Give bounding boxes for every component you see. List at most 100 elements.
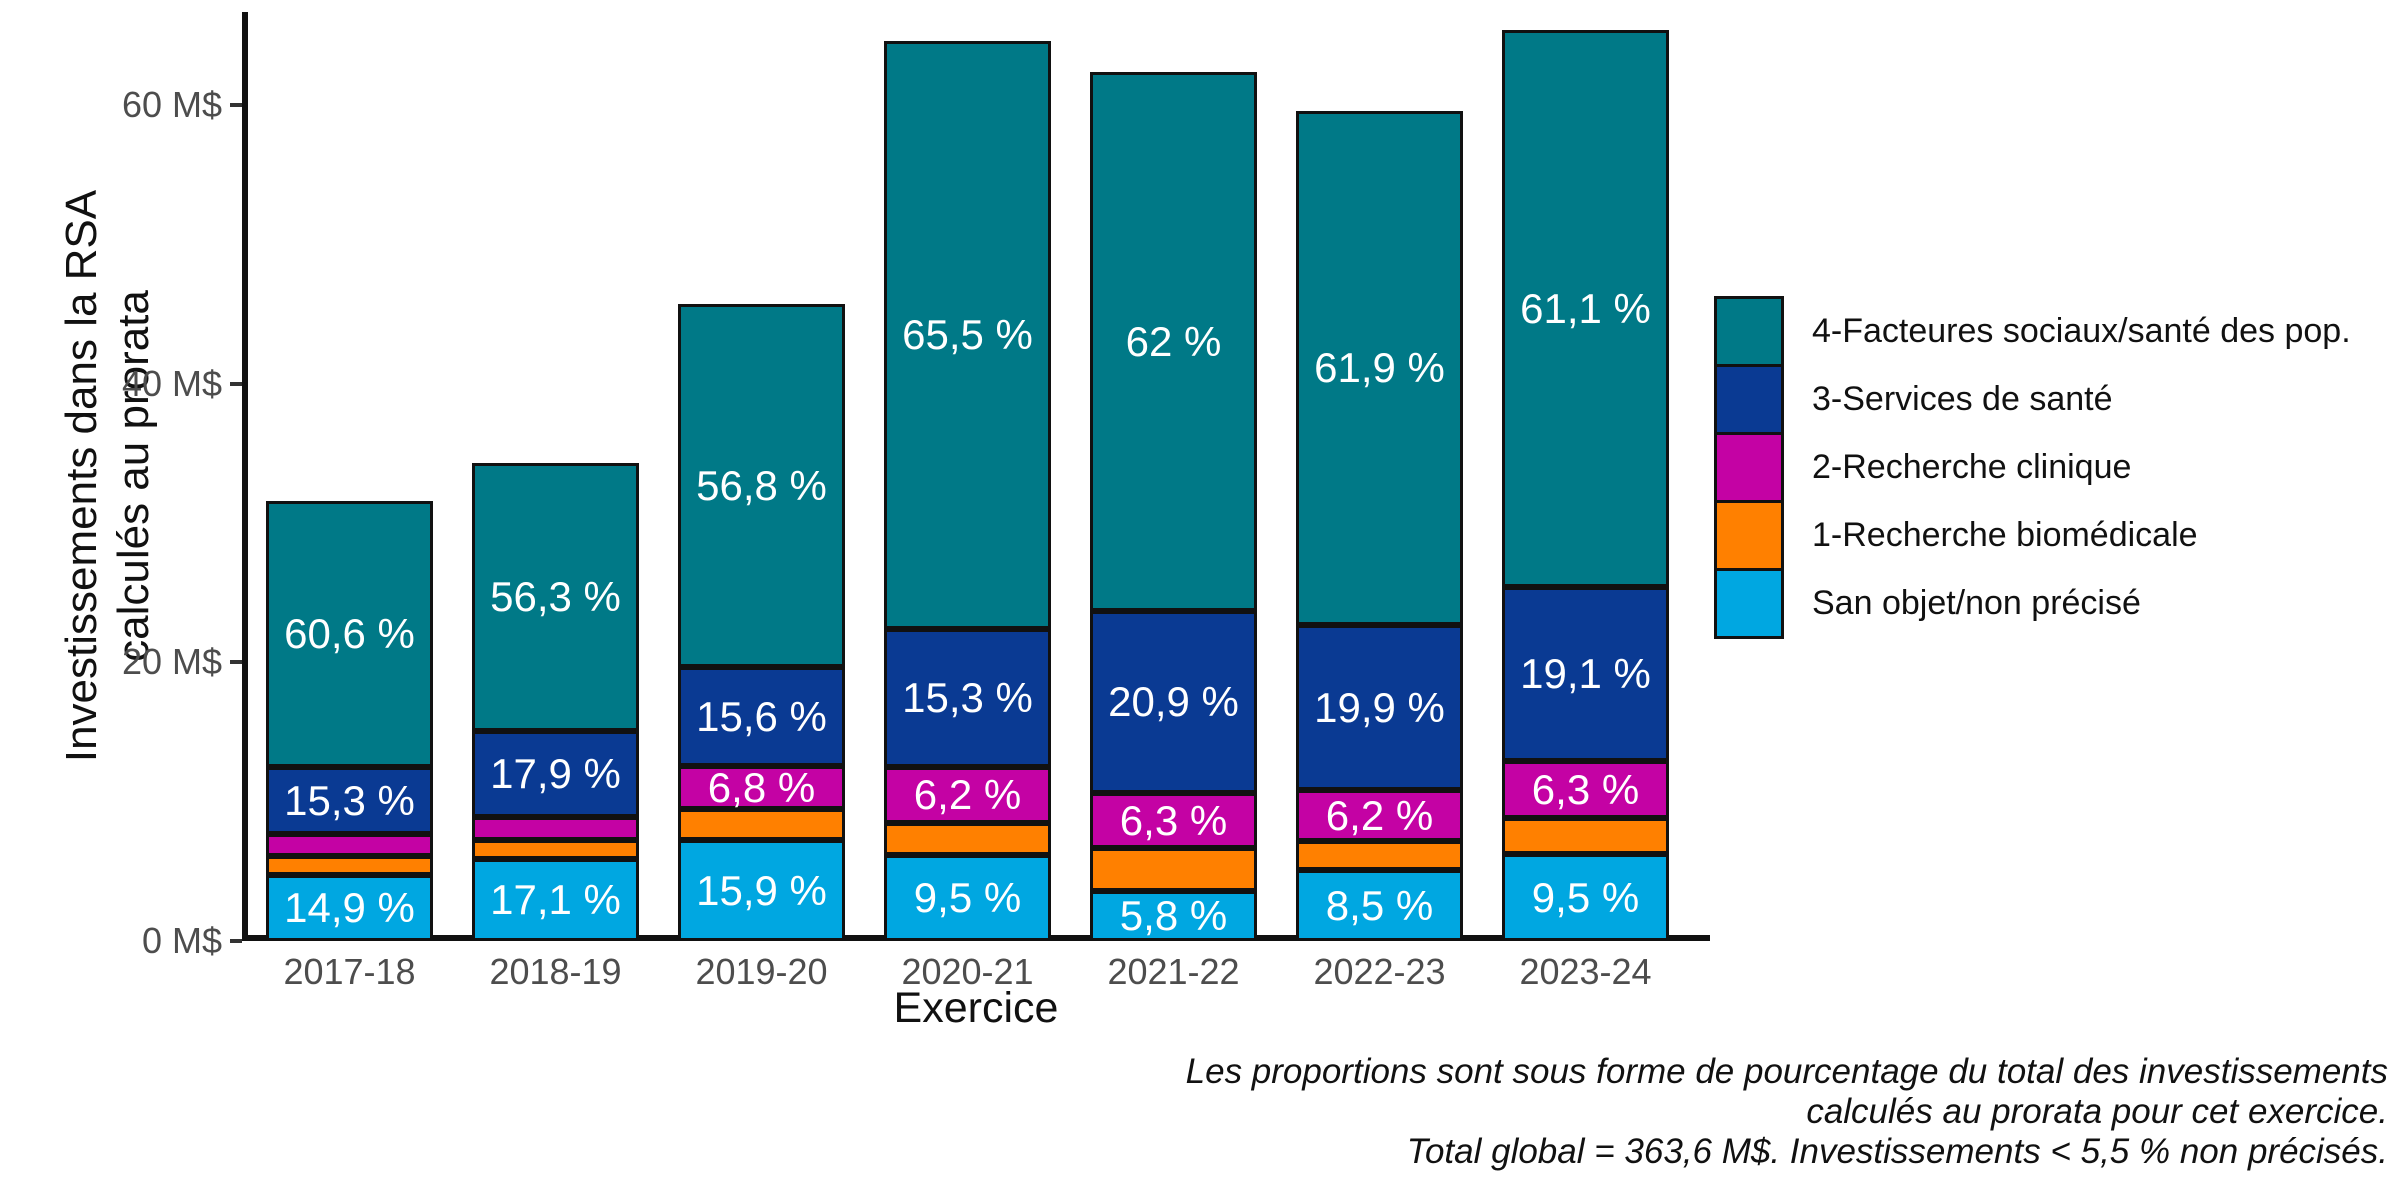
bar-segment-label: 17,1 % (490, 876, 621, 923)
x-tick-label: 2022-23 (1313, 951, 1446, 992)
x-tick-label: 2017-18 (283, 951, 416, 992)
legend-label: 3-Services de santé (1812, 380, 2113, 418)
bar-segment: 19,1 % (1502, 587, 1669, 761)
bar-segment: 14,9 % (266, 875, 433, 941)
bar-segment-label: 15,6 % (696, 692, 827, 740)
x-tick-label: 2018-19 (489, 951, 622, 992)
bar-segment-label: 56,3 % (490, 573, 621, 620)
caption-line: calculés au prorata pour cet exercice. (1806, 1092, 2388, 1131)
bar-segment: 15,3 % (266, 767, 433, 834)
bar-segment: 15,9 % (678, 840, 845, 941)
y-tick-label: 0 M$ (141, 920, 222, 961)
legend-item: 2-Recherche clinique (1714, 432, 2351, 503)
bar-segment-label: 15,3 % (902, 674, 1033, 721)
legend-swatch (1714, 364, 1784, 435)
bar-segment (884, 823, 1051, 855)
bar-segment: 6,3 % (1090, 793, 1257, 848)
y-axis-line (242, 12, 248, 941)
legend-item: 4-Facteures sociaux/santé des pop. (1714, 296, 2351, 367)
bar-segment: 19,9 % (1296, 625, 1463, 790)
bar-segment: 6,3 % (1502, 761, 1669, 818)
caption-line: Total global = 363,6 M$. Investissements… (1406, 1132, 2388, 1171)
bar-segment-label: 6,8 % (707, 763, 816, 811)
bar-segment: 20,9 % (1090, 611, 1257, 793)
bar-segment: 56,3 % (472, 463, 639, 731)
bar-segment: 61,9 % (1296, 111, 1463, 625)
bar-segment-label: 14,9 % (284, 884, 415, 931)
bar-segment (472, 840, 639, 859)
legend-label: 2-Recherche clinique (1812, 448, 2132, 486)
bar-2019-20: 15,9 % 6,8 % 15,6 % 56,8 % (678, 304, 845, 941)
y-tick (230, 660, 242, 664)
legend-swatch (1714, 500, 1784, 571)
bar-segment-label: 9,5 % (1531, 873, 1640, 921)
bar-segment-label: 8,5 % (1325, 881, 1434, 929)
legend-item: 3-Services de santé (1714, 364, 2351, 435)
bar-segment: 56,8 % (678, 304, 845, 667)
y-tick-label: 20 M$ (121, 641, 222, 682)
x-tick-label: 2021-22 (1107, 951, 1240, 992)
bar-segment (678, 809, 845, 840)
x-axis-title: Exercice (893, 984, 1059, 1032)
bar-segment: 65,5 % (884, 41, 1051, 629)
bar-segment: 17,1 % (472, 859, 639, 941)
bar-segment-label: 61,1 % (1520, 284, 1651, 332)
bar-segment-label: 62 % (1125, 317, 1222, 365)
bar-segment: 62 % (1090, 72, 1257, 611)
legend-label: 4-Facteures sociaux/santé des pop. (1812, 312, 2351, 350)
bar-segment: 6,2 % (1296, 790, 1463, 841)
bar-segment (1502, 818, 1669, 854)
bar-segment-label: 65,5 % (902, 311, 1033, 358)
legend-swatch (1714, 296, 1784, 367)
bar-segment-label: 5,8 % (1119, 892, 1228, 939)
legend-swatch (1714, 432, 1784, 503)
bar-segment: 15,3 % (884, 629, 1051, 767)
bar-segment-label: 20,9 % (1108, 678, 1239, 725)
legend: 4-Facteures sociaux/santé des pop. 3-Serv… (1714, 296, 2351, 639)
bar-segment-label: 19,9 % (1314, 683, 1445, 731)
bar-segment-label: 6,2 % (1325, 791, 1434, 839)
bar-segment: 60,6 % (266, 501, 433, 767)
caption: Les proportions sont sous forme de pourc… (888, 1052, 2388, 1172)
bar-segment-label: 15,3 % (284, 776, 415, 824)
bar-segment (266, 834, 433, 856)
bar-segment: 61,1 % (1502, 30, 1669, 587)
x-tick-label: 2020-21 (901, 951, 1034, 992)
bar-segment (1296, 841, 1463, 870)
y-tick (230, 939, 242, 943)
bar-segment-label: 9,5 % (913, 874, 1022, 921)
bar-segment (1090, 848, 1257, 891)
legend-label: 1-Recherche biomédicale (1812, 516, 2198, 554)
bar-segment-label: 60,6 % (284, 610, 415, 657)
bar-segment-label: 6,3 % (1531, 765, 1640, 813)
bar-2018-19: 17,1 % 17,9 % 56,3 % (472, 463, 639, 941)
bar-segment: 9,5 % (884, 855, 1051, 941)
bar-segment-label: 61,9 % (1314, 344, 1445, 391)
legend-label: San objet/non précisé (1812, 584, 2141, 622)
bar-segment (472, 817, 639, 840)
bar-segment: 15,6 % (678, 667, 845, 766)
bar-segment: 9,5 % (1502, 854, 1669, 941)
legend-item: San objet/non précisé (1714, 568, 2351, 639)
bar-segment: 6,8 % (678, 766, 845, 809)
bar-segment (266, 856, 433, 875)
bar-segment-label: 19,1 % (1520, 650, 1651, 697)
legend-swatch (1714, 568, 1784, 639)
bar-2023-24: 9,5 % 6,3 % 19,1 % 61,1 % (1502, 30, 1669, 941)
x-tick-label: 2023-24 (1519, 951, 1652, 992)
x-tick-label: 2019-20 (695, 951, 828, 992)
y-tick-label: 60 M$ (121, 84, 222, 125)
bar-segment: 17,9 % (472, 731, 639, 817)
bar-segment-label: 6,2 % (913, 771, 1022, 818)
caption-line: Les proportions sont sous forme de pourc… (1185, 1052, 2388, 1091)
bar-segment-label: 17,9 % (490, 750, 621, 797)
bar-segment-label: 15,9 % (696, 866, 827, 914)
bar-segment: 8,5 % (1296, 870, 1463, 941)
legend-item: 1-Recherche biomédicale (1714, 500, 2351, 571)
y-tick (230, 103, 242, 107)
bar-2022-23: 8,5 % 6,2 % 19,9 % 61,9 % (1296, 111, 1463, 941)
y-tick-label: 40 M$ (121, 363, 222, 404)
bar-2020-21: 9,5 % 6,2 % 15,3 % 65,5 % (884, 41, 1051, 941)
bar-segment-label: 56,8 % (696, 461, 827, 509)
